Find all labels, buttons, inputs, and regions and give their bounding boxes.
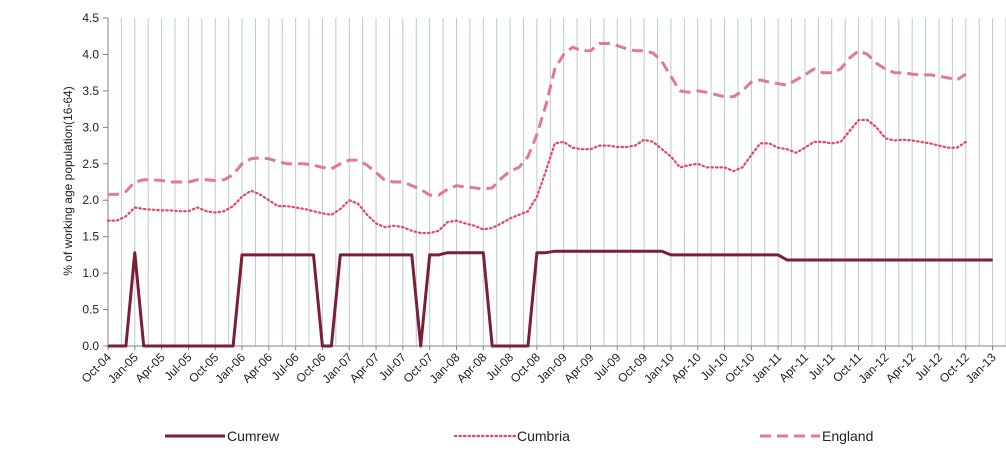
x-tick-label: Jan-08 xyxy=(427,350,463,386)
x-tick-label: Apr-09 xyxy=(561,350,597,386)
series-line-cumbria xyxy=(106,118,967,235)
y-tick-label: 3.5 xyxy=(82,84,99,98)
x-tick-label: Jan-09 xyxy=(534,350,570,386)
y-tick-label: 4.0 xyxy=(82,47,99,61)
x-tick-label: Apr-07 xyxy=(347,350,383,386)
x-tick-label: Jan-06 xyxy=(212,350,248,386)
series-line-cumrew xyxy=(108,249,993,348)
x-tick-label: Jan-11 xyxy=(749,350,784,385)
legend-label-england: England xyxy=(822,428,873,444)
y-axis-title: % of working age population(16-64) xyxy=(61,86,75,275)
y-tick-label: 0.0 xyxy=(82,339,99,353)
y-tick-label: 2.5 xyxy=(82,157,99,171)
y-axis: 0.0 0.5 1.0 1.5 2.0 2.5 3.0 3.5 4.0 4.5 xyxy=(82,11,109,353)
x-tick-label: Apr-12 xyxy=(883,350,919,386)
x-tick-label: Jan-05 xyxy=(105,350,141,386)
series-lines xyxy=(106,42,993,348)
y-tick-label: 4.5 xyxy=(82,11,99,25)
x-axis: Oct-04Jan-05Apr-05Jul-05Oct-05Jan-06Apr-… xyxy=(79,345,1006,386)
x-tick-label: Apr-08 xyxy=(454,350,490,386)
x-tick-label: Jan-07 xyxy=(320,350,356,386)
vertical-gridlines xyxy=(120,18,1006,346)
x-tick-label: Oct-10 xyxy=(722,350,758,386)
y-tick-label: 1.0 xyxy=(82,266,99,280)
x-tick-label: Apr-06 xyxy=(240,350,276,386)
y-tick-label: 3.0 xyxy=(82,120,99,134)
series-line-england xyxy=(108,42,967,197)
legend: Cumrew Cumbria England xyxy=(165,428,873,444)
y-tick-label: 1.5 xyxy=(82,230,99,244)
x-tick-label: Apr-05 xyxy=(132,350,168,386)
x-tick-label: Jan-13 xyxy=(963,350,999,386)
y-tick-label: 2.0 xyxy=(82,193,99,207)
x-tick-label: Apr-11 xyxy=(776,350,811,385)
legend-label-cumrew: Cumrew xyxy=(227,428,280,444)
y-tick-label: 0.5 xyxy=(82,303,99,317)
x-tick-label: Jan-12 xyxy=(856,350,892,386)
x-tick-label: Apr-10 xyxy=(668,350,704,386)
x-tick-label: Jan-10 xyxy=(641,350,677,386)
legend-label-cumbria: Cumbria xyxy=(517,428,570,444)
